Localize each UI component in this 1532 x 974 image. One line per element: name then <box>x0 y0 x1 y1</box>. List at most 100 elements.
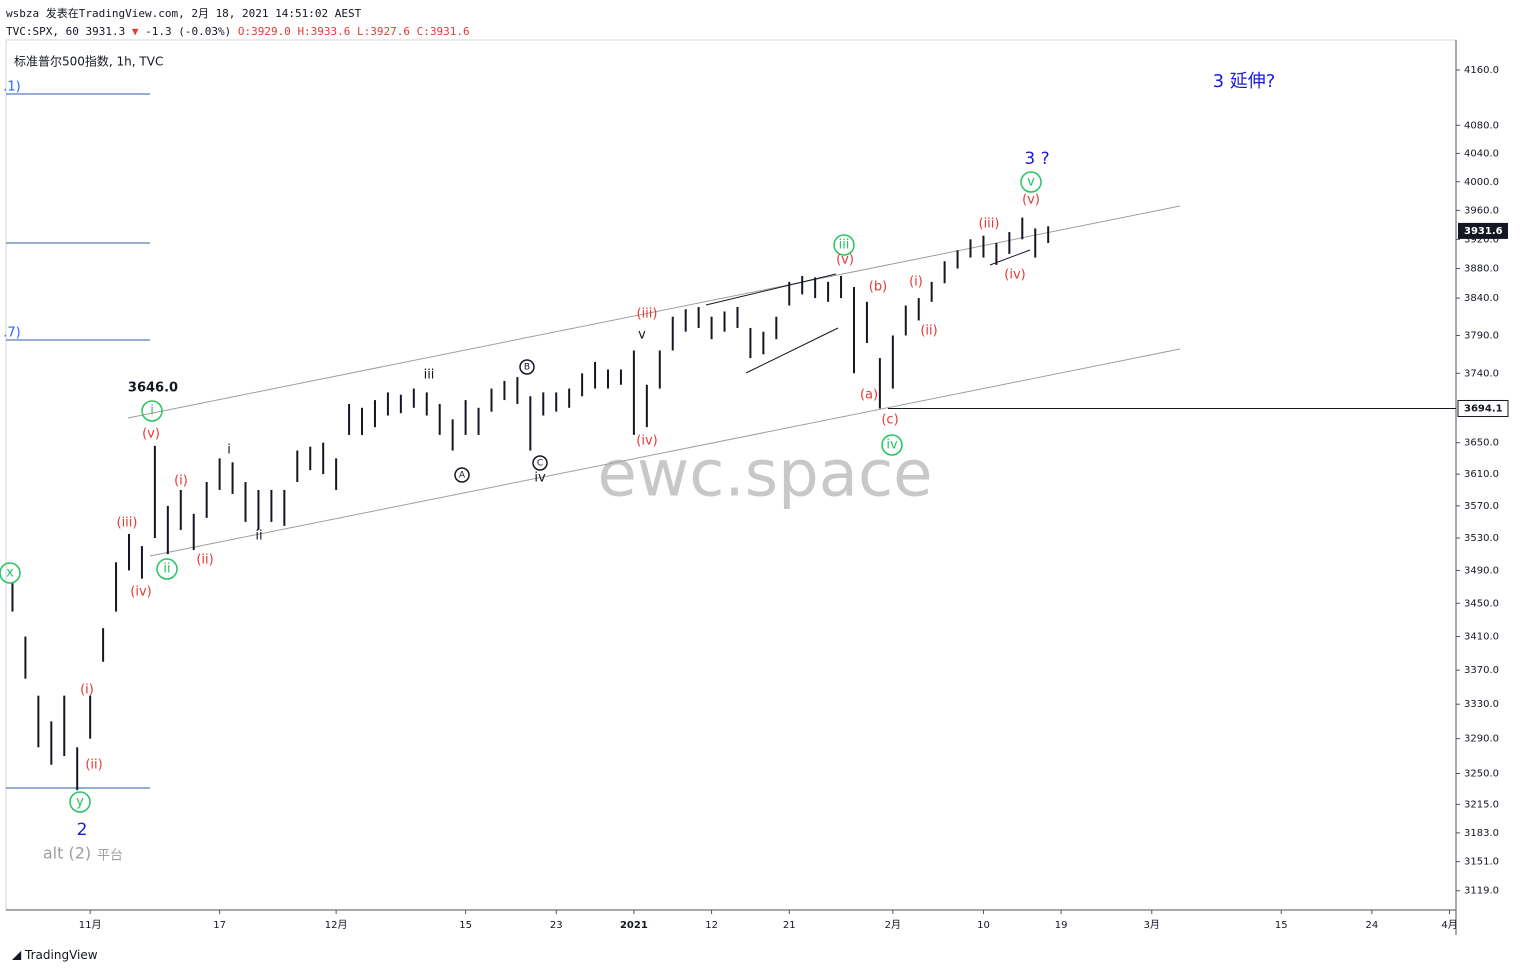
wave-circle <box>532 455 548 471</box>
y-tick-label: 3250.0 <box>1464 768 1499 779</box>
y-tick-label: 4080.0 <box>1464 120 1499 131</box>
x-tick-label: 21 <box>783 920 796 931</box>
wave-label: v <box>1027 175 1035 190</box>
plot-frame <box>5 39 1457 911</box>
y-tick-label: 3183.0 <box>1464 828 1499 839</box>
x-tick-label: 4月 <box>1441 919 1457 931</box>
symbol: TVC:SPX, 60 <box>6 25 79 38</box>
wave-label: 3646.0 <box>128 381 178 396</box>
channel-lower <box>149 348 1181 557</box>
wave-label: (b) <box>869 280 887 295</box>
high: H:3933.6 <box>297 25 350 38</box>
x-tick-label: 11月 <box>79 919 102 931</box>
x-tick-label: 12 <box>705 920 718 931</box>
wave-label: v <box>638 328 646 343</box>
wave-label: iv <box>886 438 898 453</box>
y-tick-label: 3960.0 <box>1464 205 1499 216</box>
wave-circle <box>69 791 91 813</box>
channel-upper <box>127 205 1181 419</box>
wave-label: iii <box>424 368 435 383</box>
triangle-lower <box>745 327 839 374</box>
level-tag <box>1457 399 1509 417</box>
wave-label: (ii) <box>85 758 102 773</box>
y-tick-label: 3740.0 <box>1464 368 1499 379</box>
y-tick-label: 4040.0 <box>1464 148 1499 159</box>
y-tick-label: 4000.0 <box>1464 177 1499 188</box>
y-tick-label: 3920.0 <box>1464 234 1499 245</box>
wave-label: (iv) <box>130 585 151 600</box>
wave-circle <box>881 434 903 456</box>
x-tick-label: 23 <box>550 920 563 931</box>
x-tick-label: 3月 <box>1144 919 1160 931</box>
wave-label: (iii) <box>637 307 658 322</box>
wave-label: (a) <box>860 388 878 403</box>
y-tick-label: 3119.0 <box>1464 886 1499 897</box>
wave-circle <box>454 467 470 483</box>
x-tick-label: 17 <box>213 920 226 931</box>
wave-label: .7) <box>3 326 20 341</box>
x-tick-label: 19 <box>1055 920 1068 931</box>
y-tick-label: 3151.0 <box>1464 857 1499 868</box>
x-tick-label: 24 <box>1365 920 1378 931</box>
wave-circle <box>519 359 535 375</box>
wave-circle <box>833 234 855 256</box>
footer-logo: ◢ TradingView <box>12 948 98 962</box>
wave-label: (i) <box>80 683 94 698</box>
symbol-line: TVC:SPX, 60 3931.3 ▼ -1.3 (-0.03%) O:392… <box>6 25 470 38</box>
y-tick-label: 3530.0 <box>1464 533 1499 544</box>
wave-label: (c) <box>881 413 898 428</box>
wave-label: 3 延伸? <box>1213 71 1276 92</box>
y-tick-label: 3370.0 <box>1464 665 1499 676</box>
wave-label: alt (2) <box>43 844 91 863</box>
wave-label: (v) <box>836 253 854 268</box>
change: -1.3 (-0.03%) <box>145 25 231 38</box>
wave-label: (v) <box>1022 193 1040 208</box>
wave-label: i <box>150 404 154 419</box>
wave-label: (i) <box>909 275 923 290</box>
last-price-label: 3931.6 <box>1464 226 1503 237</box>
wave-label: A <box>459 471 466 481</box>
publisher: wsbza 发表在TradingView.com, 2月 18, 2021 14… <box>6 6 362 20</box>
x-tick-label: 10 <box>977 920 990 931</box>
wave-label: (ii) <box>920 324 937 339</box>
y-tick-label: 3290.0 <box>1464 734 1499 745</box>
arrow: ▼ <box>132 25 139 38</box>
y-tick-label: 3650.0 <box>1464 438 1499 449</box>
wave-label: i <box>227 443 231 458</box>
y-tick-label: 3215.0 <box>1464 799 1499 810</box>
y-tick-label: 3490.0 <box>1464 565 1499 576</box>
wave-label: 2 <box>77 820 88 840</box>
wave-label: (iv) <box>636 434 657 449</box>
close: C:3931.6 <box>417 25 470 38</box>
wave-label: x <box>6 566 14 581</box>
last-price-tag <box>1458 222 1508 239</box>
wave-label: ii <box>255 529 262 544</box>
last: 3931.3 <box>85 25 125 38</box>
low: L:3927.6 <box>357 25 410 38</box>
wave-label: B <box>524 363 530 373</box>
footer: TradingView <box>24 948 98 962</box>
watermark: ewc.space <box>598 438 933 512</box>
y-tick-label: 3570.0 <box>1464 501 1499 512</box>
wave-label: iii <box>839 238 850 253</box>
y-tick-label: 4160.0 <box>1464 65 1499 76</box>
wave-label: .1) <box>3 80 20 95</box>
wave-label: 平台 <box>97 849 123 864</box>
open: O:3929.0 <box>238 25 291 38</box>
y-tick-label: 3410.0 <box>1464 632 1499 643</box>
level-label: 3694.1 <box>1464 403 1503 414</box>
y-tick-label: 3840.0 <box>1464 293 1499 304</box>
wave-label: (iii) <box>117 516 138 531</box>
wave-circle <box>0 562 21 584</box>
y-tick-label: 3790.0 <box>1464 330 1499 341</box>
wave-label: (i) <box>174 474 188 489</box>
x-tick-label: 2021 <box>620 920 648 931</box>
wave-circle <box>1020 171 1042 193</box>
wave-label: iv <box>534 471 546 486</box>
wave-label: 3 ? <box>1024 149 1049 169</box>
wave-label: (iii) <box>979 217 1000 232</box>
wave-circle <box>156 558 178 580</box>
wave-label: (iv) <box>1004 268 1025 283</box>
